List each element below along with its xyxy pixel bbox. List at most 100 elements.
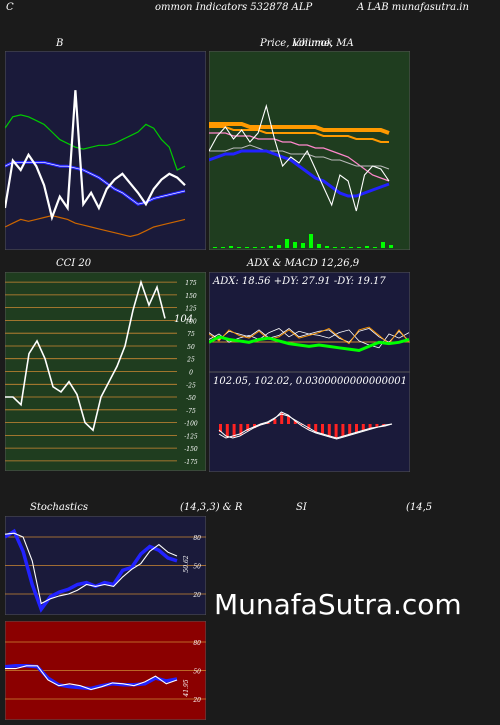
bb-price-line [5,90,186,222]
macd-chart: 102.05, 102.02, 0.0300000000000001 [209,372,410,472]
volume-bar [277,245,281,248]
cci-tick-label: 25 [186,357,195,364]
adx-chart: ADX: 18.56 +DY: 27.91 -DY: 19.17 [209,272,410,372]
cci-tick-label: 100 [185,318,197,325]
bollinger-title: B [56,38,64,49]
cci-chart: 175 150 125 100 75 50 25 0 -25 -50 -75 -100 -125 -150… [5,272,206,471]
rsi-value-label: 41.95 [183,679,190,697]
macd-histogram-bar [225,424,229,437]
osc-tick-label: 20 [192,592,201,599]
stochastics-params: (14,3,3) & R [180,502,243,513]
cci-tick-label: 50 [187,344,195,351]
volume-bar [309,234,313,248]
macd-histogram-bar [266,423,270,424]
macd-histogram-bar [239,424,243,435]
macd-histogram-bar [334,424,338,438]
adx-title: ADX & MACD 12,26,9 [247,258,360,269]
bollinger-chart [5,51,206,250]
macd-histogram-bar [314,424,318,432]
stochastics-chart: 80 50 20 50.62 [5,516,206,615]
osc-tick-label: 50 [193,669,201,676]
rsi-slow-line [5,664,178,691]
macd-histogram-bar [253,424,256,428]
macd-histogram-bar [287,416,290,424]
cci-tick-label: 0 [189,370,193,377]
cci-tick-label: -50 [186,395,196,402]
price-line [209,103,390,212]
macd-histogram-bar [375,424,379,427]
cci-tick-label: -150 [184,446,198,453]
volume-bar [237,247,241,248]
volume-bar [365,246,369,248]
cci-value-label: 104 [174,314,193,325]
volume-bar [373,247,377,248]
rsi-fast-line [5,665,178,691]
volume-bar [341,247,345,248]
macd-readout: 102.05, 102.02, 0.0300000000000001 [213,376,407,387]
macd-signal-line [218,411,393,440]
ma-grey [209,144,390,170]
macd-histogram-bar [232,424,236,437]
rsi-params: (14,5 [406,502,433,513]
volume-bar [349,247,353,248]
volume-bar [325,246,329,248]
adx-minus-di [209,327,410,343]
osc-tick-label: 80 [193,640,201,647]
volume-bar [389,245,393,248]
bb-lower-band [5,214,186,238]
macd-background [209,372,410,472]
cci-tick-label: 75 [187,331,195,338]
macd-histogram-bar [280,413,284,424]
macd-histogram-bar [348,424,352,434]
volume-bar [213,247,217,248]
stochastics-fast-line [5,532,178,605]
ma-pink [209,132,390,182]
stochastics-slow-line [5,528,178,613]
adx-line [209,335,410,353]
cci-title: CCI 20 [56,258,92,269]
osc-tick-label: 50 [193,564,201,571]
macd-line [218,413,393,439]
stochastics-value-label: 50.62 [183,555,190,572]
cci-line [5,279,166,432]
cci-tick-label: -75 [186,408,196,415]
volume-bar [221,247,225,248]
ma-orange [209,126,389,143]
macd-histogram-bar [355,424,358,432]
header-title: ommon Indicators 532878 ALP [155,2,313,13]
rsi-chart: 80 50 20 41.95 [5,621,206,720]
volume-bar [317,244,321,248]
volume-bar [285,239,289,248]
osc-tick-label: 20 [192,697,201,704]
macd-histogram-bar [327,424,331,436]
volume-bar [381,242,385,248]
volume-bar [357,247,361,248]
price-ma-chart [209,51,410,250]
price-ma-title: Price, Volume, MA [260,38,354,49]
macd-histogram-bar [307,424,311,429]
price-ma-title-overlap: Ichimok [292,38,333,49]
cci-tick-label: -25 [186,382,196,389]
volume-bar [229,246,233,248]
stochastics-title: Stochastics [30,502,88,513]
ma-blue [209,149,390,198]
volume-bar [333,247,337,248]
volume-bar [253,247,257,248]
macd-histogram-bar [246,424,250,431]
cci-tick-label: -175 [184,459,198,466]
volume-bar [261,247,265,248]
volume-bar [269,246,273,248]
adx-minus-di-fill [209,326,410,345]
cci-tick-label: 175 [185,280,197,287]
ma-orange-thick [209,122,390,135]
bollinger-background [5,51,206,250]
volume-bar [301,243,305,248]
macd-histogram-bar [293,421,297,424]
macd-histogram-bar [219,424,222,432]
cci-tick-label: -100 [184,421,198,428]
macd-histogram-bar [321,424,324,434]
bb-upper-band [5,114,186,171]
macd-histogram-bar [273,419,277,424]
osc-tick-label: 80 [193,535,201,542]
adx-background [209,272,410,372]
